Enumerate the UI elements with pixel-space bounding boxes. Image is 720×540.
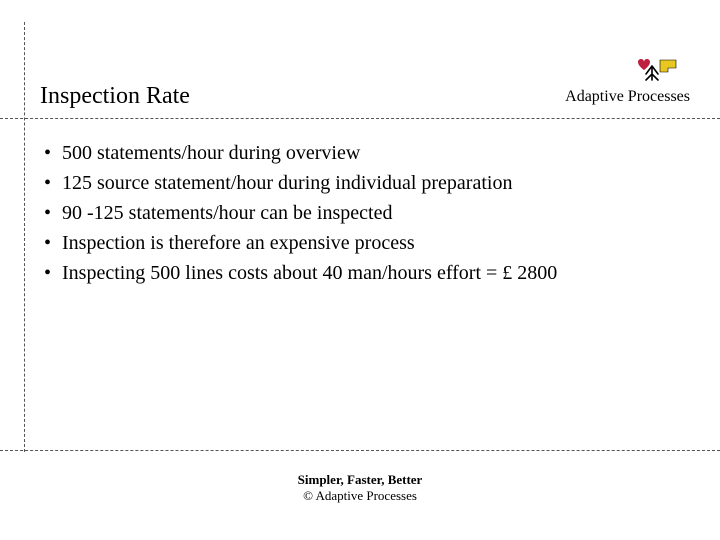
bullet-text: 125 source statement/hour during individ… <box>62 170 512 196</box>
footer-tagline: Simpler, Faster, Better <box>0 472 720 488</box>
footer-copyright: © Adaptive Processes <box>0 488 720 504</box>
list-item: • 125 source statement/hour during indiv… <box>44 170 684 196</box>
bullet-text: Inspecting 500 lines costs about 40 man/… <box>62 260 557 286</box>
bullet-dot-icon: • <box>44 140 62 166</box>
bullet-text: 500 statements/hour during overview <box>62 140 360 166</box>
bullet-dot-icon: • <box>44 170 62 196</box>
slide-title: Inspection Rate <box>40 83 190 110</box>
bullet-dot-icon: • <box>44 230 62 256</box>
brand-label: Adaptive Processes <box>565 88 690 106</box>
horizontal-divider-bottom <box>0 450 720 451</box>
list-item: • 90 -125 statements/hour can be inspect… <box>44 200 684 226</box>
list-item: • 500 statements/hour during overview <box>44 140 684 166</box>
list-item: • Inspection is therefore an expensive p… <box>44 230 684 256</box>
vertical-divider <box>24 22 25 452</box>
bullet-list: • 500 statements/hour during overview • … <box>44 140 684 290</box>
list-item: • Inspecting 500 lines costs about 40 ma… <box>44 260 684 286</box>
brand-logo <box>632 56 680 80</box>
bullet-dot-icon: • <box>44 260 62 286</box>
bullet-text: Inspection is therefore an expensive pro… <box>62 230 415 256</box>
bullet-dot-icon: • <box>44 200 62 226</box>
footer: Simpler, Faster, Better © Adaptive Proce… <box>0 472 720 504</box>
bullet-text: 90 -125 statements/hour can be inspected <box>62 200 392 226</box>
horizontal-divider-top <box>0 118 720 119</box>
